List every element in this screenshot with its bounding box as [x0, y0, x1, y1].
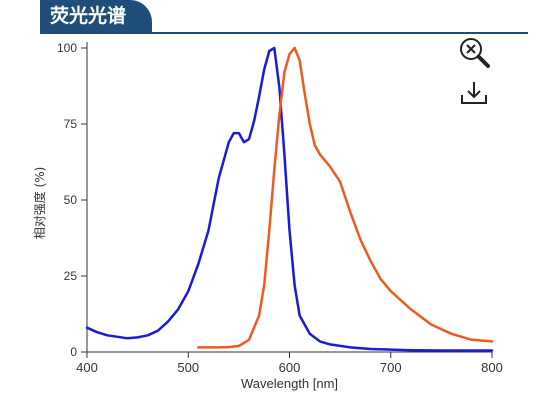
x-tick-label: 800	[481, 360, 503, 375]
chart-labels: 0 25 50 75 100 400 500 600 700 800 Wavelength [nm]…	[32, 41, 503, 391]
chart-axes	[81, 42, 493, 358]
y-tick-label: 25	[64, 269, 78, 283]
x-tick-label: 500	[177, 360, 199, 375]
y-tick-label: 75	[64, 117, 78, 131]
y-tick-label: 0	[70, 345, 77, 359]
excitation-spectrum-line	[85, 46, 494, 352]
y-tick-label: 50	[64, 193, 78, 207]
zoom-reset-button[interactable]	[458, 36, 494, 72]
zoom-reset-icon	[460, 38, 490, 68]
y-tick-label: 100	[57, 41, 77, 55]
page-title: 荧光光谱	[40, 0, 153, 32]
x-tick-label: 600	[279, 360, 301, 375]
download-icon	[461, 82, 487, 104]
x-tick-label: 700	[380, 360, 402, 375]
chart-series	[85, 46, 494, 352]
download-button[interactable]	[459, 80, 491, 108]
x-axis-label: Wavelength [nm]	[241, 376, 338, 391]
header-bar: 荧光光谱	[40, 0, 528, 34]
emission-spectrum-line	[197, 46, 494, 349]
y-axis-label: 相对强度 (%)	[32, 167, 47, 240]
x-tick-label: 400	[76, 360, 98, 375]
